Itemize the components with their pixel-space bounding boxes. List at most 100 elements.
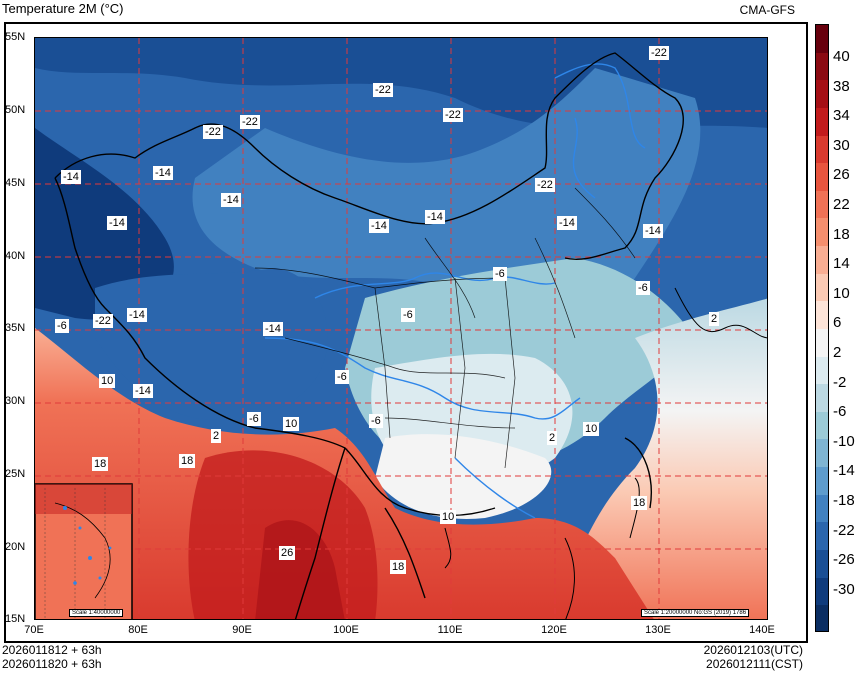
- colorbar-tick-label: -18: [833, 492, 855, 509]
- south-hot: [255, 520, 345, 619]
- south-china-sea-inset: [35, 483, 133, 619]
- lon-label: 70E: [24, 624, 44, 636]
- lon-label: 90E: [232, 624, 252, 636]
- contour-label: 2: [211, 429, 222, 443]
- valid-time-cst: 2026012111(CST): [706, 657, 803, 671]
- colorbar-tick-label: -26: [833, 551, 855, 569]
- contour-label: -22: [240, 115, 260, 129]
- contour-label: 10: [583, 422, 600, 436]
- contour-label: -6: [247, 412, 261, 426]
- colorbar-tick-label: 22: [833, 196, 850, 213]
- colorbar-segment: [816, 411, 828, 440]
- lat-label: 45N: [5, 177, 26, 189]
- contour-label: 10: [283, 417, 300, 431]
- contour-label: 2: [547, 431, 558, 445]
- colorbar-segment: [816, 190, 828, 219]
- colorbar-tick-label: -6: [833, 403, 847, 421]
- temperature-map: -22 -22 -22 -22 -22 -22 -22 -14 -14 -14 …: [34, 37, 768, 620]
- colorbar-segment: [816, 80, 828, 108]
- contour-label: -6: [493, 267, 507, 281]
- colorbar-segment: [816, 301, 828, 329]
- colorbar-segment: [816, 328, 828, 357]
- lat-label: 35N: [5, 322, 26, 334]
- lat-label: 15N: [5, 613, 26, 625]
- lat-label: 40N: [5, 250, 26, 262]
- colorbar-tick-label: 10: [833, 284, 850, 302]
- lat-label: 50N: [5, 104, 26, 116]
- contour-label: -22: [535, 178, 555, 192]
- colorbar-tick-label: 38: [833, 77, 850, 95]
- lat-label: 55N: [5, 31, 26, 43]
- colorbar-segment: [816, 577, 828, 606]
- ocean-field: [555, 298, 767, 619]
- graticule: [35, 38, 767, 619]
- colorbar-tick-label: -2: [833, 373, 847, 391]
- contour-label: -6: [636, 281, 650, 295]
- colorbar-segment: [816, 356, 828, 385]
- map-scale-note: Scale 1:20000000 No:GS (2019) 1786: [641, 609, 750, 617]
- init-time-utc: 2026011812 + 63h: [2, 643, 102, 657]
- contour-label: 18: [179, 454, 196, 468]
- contour-label: 26: [279, 546, 296, 560]
- colorbar-segment: [816, 467, 828, 495]
- colorbar-tick-label: 2: [833, 344, 842, 361]
- province-borders: [254, 187, 636, 469]
- contour-label: -14: [369, 219, 389, 233]
- contour-label: 18: [631, 496, 648, 510]
- contour-label: -6: [55, 319, 69, 333]
- lon-label: 140E: [749, 624, 775, 636]
- contour-label: 10: [99, 374, 116, 388]
- contour-label: -14: [133, 384, 153, 398]
- contour-label: -14: [61, 170, 81, 184]
- rivers: [264, 63, 646, 519]
- lon-label: 100E: [333, 624, 359, 636]
- init-time-cst: 2026011820 + 63h: [2, 657, 102, 671]
- colorbar-tick-label: 30: [833, 136, 850, 154]
- contour-label: -14: [221, 193, 241, 207]
- model-source: CMA-GFS: [739, 3, 795, 17]
- colorbar-tick-label: -30: [833, 580, 855, 598]
- contour-label: 18: [390, 560, 407, 574]
- inset-scale-note: Scale 1:40000000: [69, 609, 124, 617]
- lat-label: 30N: [5, 395, 26, 407]
- colorbar-segment: [816, 163, 828, 191]
- colorbar-tick-label: 18: [833, 225, 850, 243]
- colorbar-tick-label: 14: [833, 255, 850, 273]
- valid-time-utc: 2026012103(UTC): [703, 643, 803, 657]
- colorbar-segment: [816, 494, 828, 523]
- contour-label: -6: [335, 370, 349, 384]
- colorbar-tick-label: -14: [833, 462, 855, 480]
- mid-band: [192, 68, 701, 317]
- contour-label: -22: [373, 83, 393, 97]
- colorbar-segment: [816, 135, 828, 164]
- contour-label: -14: [557, 216, 577, 230]
- contour-label: -22: [93, 314, 113, 328]
- contour-label: -22: [443, 108, 463, 122]
- contour-label: 18: [92, 457, 109, 471]
- contour-label: -14: [643, 224, 663, 238]
- colorbar-tick-label: -10: [833, 432, 855, 450]
- contour-label: -6: [401, 308, 415, 322]
- colorbar-tick-label: 40: [833, 48, 850, 65]
- contour-label: -14: [425, 210, 445, 224]
- plateau-field: [95, 268, 328, 420]
- colorbar-segment: [816, 439, 828, 467]
- country-borders: [54, 52, 684, 619]
- contour-label: -14: [153, 166, 173, 180]
- colorbar-segment: [816, 218, 828, 246]
- colorbar-segment: [816, 384, 828, 412]
- colorbar-tick-label: 26: [833, 166, 850, 184]
- colorbar: [815, 24, 829, 632]
- chart-title: Temperature 2M (°C): [2, 1, 124, 16]
- colorbar-tick-label: 6: [833, 314, 842, 332]
- colorbar-segment: [816, 107, 828, 136]
- lat-label: 25N: [5, 468, 26, 480]
- contour-label: 10: [440, 510, 457, 524]
- lon-label: 120E: [541, 624, 567, 636]
- colorbar-tick-label: -22: [833, 521, 855, 539]
- colorbar-segment: [816, 273, 828, 302]
- colorbar-segment: [816, 246, 828, 274]
- colorbar-segment: [816, 605, 828, 631]
- lon-label: 130E: [645, 624, 671, 636]
- lon-label: 110E: [437, 624, 463, 636]
